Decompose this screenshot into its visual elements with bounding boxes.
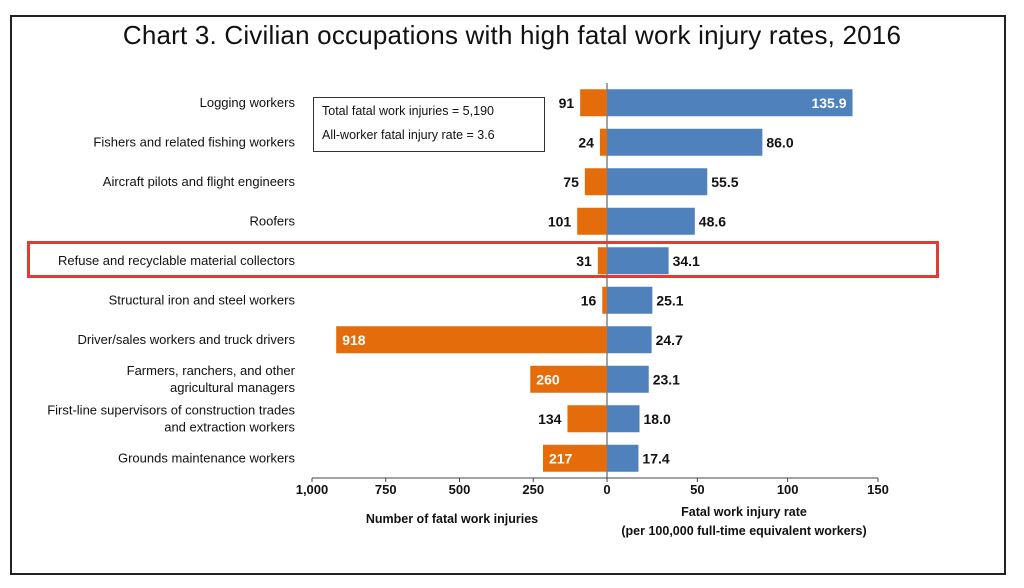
category-label: Logging workers bbox=[200, 95, 296, 110]
injury-count-label: 134 bbox=[538, 411, 562, 427]
x-tick-label: 150 bbox=[867, 482, 889, 497]
injury-count-label: 101 bbox=[548, 213, 572, 229]
x-tick-label: 0 bbox=[603, 482, 610, 497]
injury-count-label: 75 bbox=[563, 174, 579, 190]
injury-rate-label: 55.5 bbox=[711, 174, 738, 190]
injury-count-label: 918 bbox=[342, 332, 366, 348]
injury-count-label: 31 bbox=[576, 253, 592, 269]
injury-rate-label: 17.4 bbox=[642, 450, 669, 466]
injury-count-bar bbox=[580, 89, 607, 117]
x-tick-label: 100 bbox=[777, 482, 799, 497]
injury-rate-label: 25.1 bbox=[656, 292, 683, 308]
chart-title: Chart 3. Civilian occupations with high … bbox=[122, 20, 902, 50]
stats-box: Total fatal work injuries = 5,190 All-wo… bbox=[313, 97, 545, 152]
injury-count-label: 217 bbox=[549, 450, 573, 466]
right-axis-subtitle: (per 100,000 full-time equivalent worker… bbox=[621, 524, 866, 538]
injury-count-label: 91 bbox=[559, 95, 575, 111]
injury-rate-bar bbox=[607, 89, 853, 117]
injury-count-label: 16 bbox=[581, 292, 597, 308]
injury-count-label: 260 bbox=[536, 371, 560, 387]
injury-count-bar bbox=[542, 444, 607, 472]
highlight-box-refuse-collectors bbox=[27, 241, 939, 278]
x-tick-label: 500 bbox=[449, 482, 471, 497]
right-axis-title: Fatal work injury rate bbox=[681, 505, 807, 519]
injury-rate-label: 48.6 bbox=[699, 213, 726, 229]
injury-rate-label: 23.1 bbox=[653, 371, 680, 387]
category-label: Aircraft pilots and flight engineers bbox=[103, 174, 296, 189]
injury-rate-bar bbox=[607, 207, 695, 235]
category-label: Refuse and recyclable material collector… bbox=[58, 253, 295, 268]
x-tick-label: 750 bbox=[375, 482, 397, 497]
injury-rate-bar bbox=[607, 247, 669, 275]
injury-rate-bar bbox=[607, 168, 708, 196]
category-label: Driver/sales workers and truck drivers bbox=[78, 332, 296, 347]
stats-total-text: Total fatal work injuries = 5,190 bbox=[322, 104, 494, 118]
x-tick-label: 50 bbox=[690, 482, 704, 497]
injury-rate-bar bbox=[607, 286, 653, 314]
category-label: Grounds maintenance workers bbox=[118, 450, 296, 465]
injury-rate-label: 86.0 bbox=[766, 134, 793, 150]
category-label: First-line supervisors of construction t… bbox=[47, 402, 295, 417]
category-label: and extraction workers bbox=[164, 419, 295, 434]
category-label: Structural iron and steel workers bbox=[109, 292, 296, 307]
injury-rate-bar bbox=[607, 326, 652, 354]
injury-rate-bar bbox=[607, 128, 763, 156]
injury-count-label: 24 bbox=[578, 134, 594, 150]
injury-rate-bar bbox=[607, 365, 649, 393]
injury-rate-label: 135.9 bbox=[811, 95, 846, 111]
injury-rate-label: 18.0 bbox=[644, 411, 671, 427]
stats-rate-text: All-worker fatal injury rate = 3.6 bbox=[322, 128, 495, 142]
injury-rate-bar bbox=[607, 405, 640, 433]
injury-count-bar bbox=[567, 405, 607, 433]
x-tick-label: 1,000 bbox=[296, 482, 329, 497]
injury-rate-bar bbox=[607, 444, 639, 472]
left-axis-title: Number of fatal work injuries bbox=[366, 512, 538, 526]
injury-rate-label: 34.1 bbox=[673, 253, 700, 269]
category-label: Fishers and related fishing workers bbox=[93, 134, 295, 149]
injury-count-bar bbox=[597, 247, 607, 275]
injury-count-bar bbox=[336, 326, 607, 354]
category-label: Roofers bbox=[249, 213, 295, 228]
category-label: Farmers, ranchers, and other bbox=[127, 363, 296, 378]
injury-count-bar bbox=[599, 128, 607, 156]
injury-count-bar bbox=[530, 365, 607, 393]
injury-rate-label: 24.7 bbox=[656, 332, 683, 348]
category-label: agricultural managers bbox=[170, 380, 296, 395]
x-tick-label: 250 bbox=[522, 482, 544, 497]
injury-count-bar bbox=[577, 207, 607, 235]
injury-count-bar bbox=[584, 168, 607, 196]
injury-count-bar bbox=[602, 286, 607, 314]
